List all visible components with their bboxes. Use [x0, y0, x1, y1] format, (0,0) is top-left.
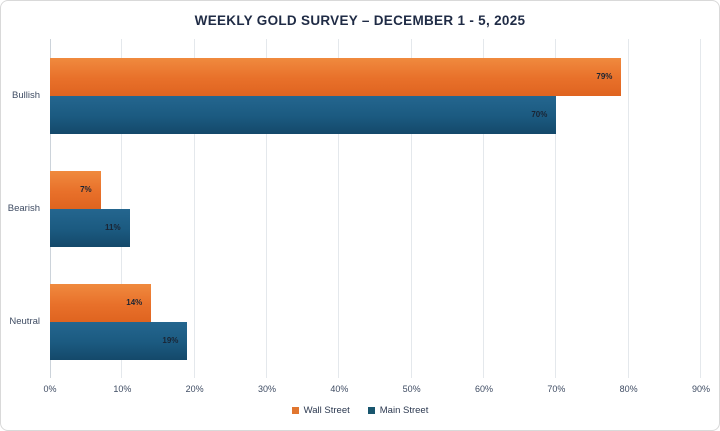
bar-value-label: 7% — [80, 185, 92, 194]
bar-main-street: 19% — [50, 321, 188, 360]
legend-label: Main Street — [379, 405, 429, 416]
bar-groups: Bullish 79% 70% Bearish 7% 11% Neutral 14% 19% — [1, 39, 701, 378]
gridline — [265, 39, 267, 378]
legend: Wall Street Main Street — [1, 405, 719, 416]
category-label: Bearish — [7, 203, 40, 214]
chart-title: WEEKLY GOLD SURVEY – DECEMBER 1 - 5, 202… — [194, 13, 526, 28]
x-tick-label: 50% — [402, 384, 421, 394]
bar-value-label: 19% — [162, 336, 179, 345]
bars-container: 7% 11% — [50, 152, 701, 265]
bar-value-label: 79% — [596, 72, 613, 81]
bar-wall-street: 7% — [50, 170, 101, 209]
bar-value-label: 70% — [531, 110, 548, 119]
gridline — [555, 39, 557, 378]
bars-container: 79% 70% — [50, 39, 701, 152]
bar-wall-street: 79% — [50, 57, 622, 96]
legend-item-main-street: Main Street — [367, 405, 429, 416]
bar-wall-street: 14% — [50, 283, 152, 322]
bar-main-street: 11% — [50, 208, 130, 247]
bar-group-bearish: Bearish 7% 11% — [1, 152, 701, 265]
category-label: Neutral — [9, 316, 40, 327]
x-tick-label: 10% — [113, 384, 132, 394]
x-tick-label: 70% — [547, 384, 566, 394]
bar-value-label: 11% — [104, 223, 121, 232]
legend-label: Wall Street — [303, 405, 350, 416]
x-tick-label: 30% — [257, 384, 277, 394]
gridline — [410, 39, 412, 378]
bar-group-bullish: Bullish 79% 70% — [1, 39, 701, 152]
bars-container: 14% 19% — [50, 265, 701, 378]
gridline — [482, 39, 484, 378]
x-axis-tick-labels: 0% 10% 20% 30% 40% 50% 60% 70% 80% 90% — [43, 384, 710, 398]
x-tick-label: 80% — [619, 384, 638, 394]
bar-main-street: 70% — [50, 95, 557, 134]
category-label: Bullish — [12, 90, 40, 101]
gridline — [627, 39, 629, 378]
x-tick-label: 40% — [330, 384, 349, 394]
legend-swatch — [367, 407, 375, 414]
x-tick-label: 20% — [185, 384, 204, 394]
gridline — [700, 39, 701, 378]
gridline — [193, 39, 195, 378]
bar-value-label: 14% — [126, 298, 143, 307]
x-tick-label: 0% — [43, 384, 57, 394]
gridline — [338, 39, 340, 378]
x-tick-label: 60% — [474, 384, 494, 394]
legend-swatch — [291, 407, 299, 414]
legend-item-wall-street: Wall Street — [291, 405, 350, 416]
bar-group-neutral: Neutral 14% 19% — [1, 265, 701, 378]
x-tick-label: 90% — [691, 384, 711, 394]
